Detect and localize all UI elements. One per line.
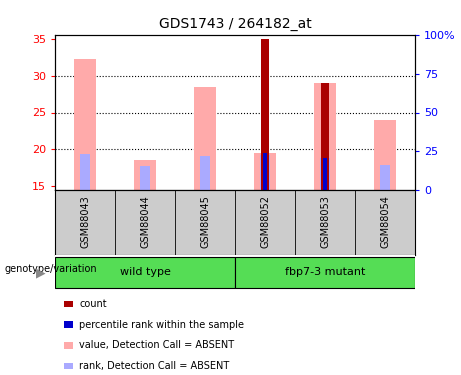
- Text: value, Detection Call = ABSENT: value, Detection Call = ABSENT: [79, 340, 235, 350]
- Bar: [379, 165, 390, 190]
- Bar: [261, 39, 269, 190]
- Bar: [55, 257, 235, 288]
- Bar: [235, 257, 415, 288]
- Text: GSM88053: GSM88053: [320, 195, 330, 248]
- Text: genotype/variation: genotype/variation: [5, 264, 97, 274]
- Bar: [263, 153, 267, 190]
- Bar: [319, 158, 331, 190]
- Bar: [74, 59, 96, 190]
- Text: percentile rank within the sample: percentile rank within the sample: [79, 320, 244, 330]
- Text: GSM88045: GSM88045: [200, 195, 210, 248]
- Text: GSM88054: GSM88054: [380, 195, 390, 248]
- Bar: [80, 154, 90, 190]
- Bar: [373, 120, 396, 190]
- Text: rank, Detection Call = ABSENT: rank, Detection Call = ABSENT: [79, 361, 230, 371]
- Bar: [260, 154, 271, 190]
- Bar: [200, 156, 210, 190]
- Bar: [323, 158, 327, 190]
- Bar: [321, 83, 329, 190]
- Text: ▶: ▶: [36, 266, 46, 279]
- Text: GSM88043: GSM88043: [80, 195, 90, 248]
- Bar: [134, 160, 156, 190]
- Title: GDS1743 / 264182_at: GDS1743 / 264182_at: [159, 17, 311, 31]
- Bar: [194, 87, 216, 190]
- Bar: [140, 166, 150, 190]
- Text: fbp7-3 mutant: fbp7-3 mutant: [285, 267, 365, 277]
- Bar: [254, 153, 277, 190]
- Text: count: count: [79, 299, 107, 309]
- Text: GSM88052: GSM88052: [260, 195, 270, 248]
- Bar: [313, 83, 337, 190]
- Text: GSM88044: GSM88044: [140, 195, 150, 248]
- Text: wild type: wild type: [119, 267, 171, 277]
